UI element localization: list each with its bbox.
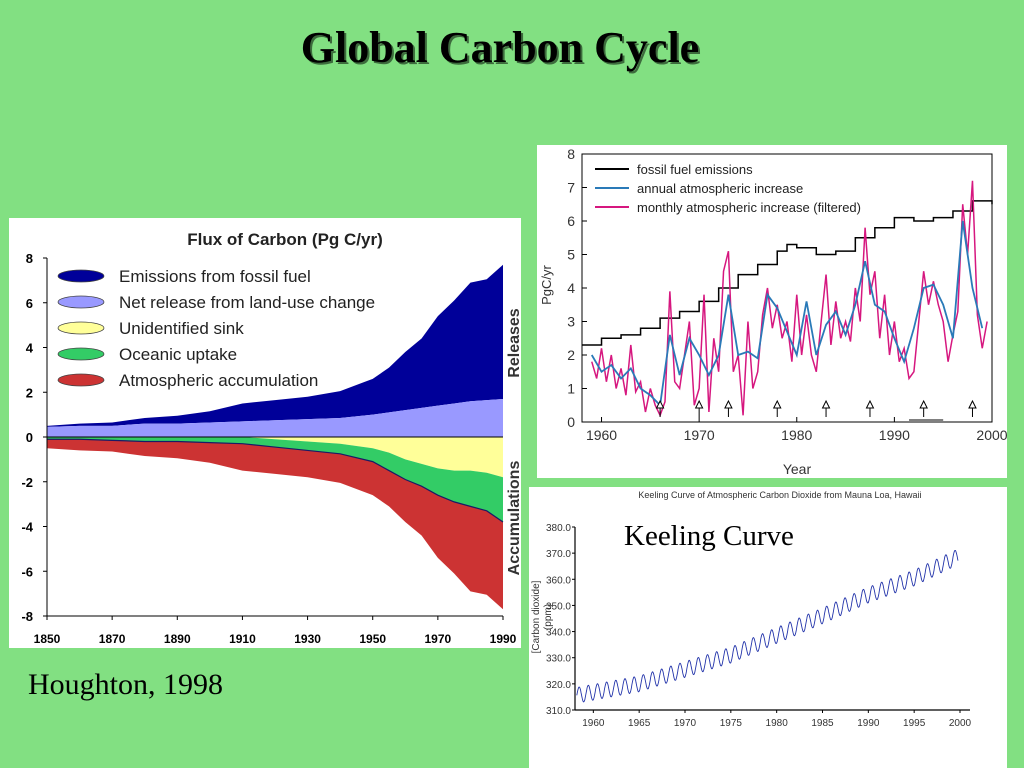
- legend-swatch: [57, 295, 105, 309]
- growth-y-tick-label: 6: [567, 213, 575, 229]
- flux-x-tick-label: 1910: [229, 632, 256, 646]
- legend-swatch: [57, 373, 105, 387]
- atmospheric-accumulation-area: [47, 439, 503, 610]
- flux-chart-title: Flux of Carbon (Pg C/yr): [187, 230, 383, 249]
- oceanic-uptake-area: [47, 437, 503, 523]
- flux-y-tick-label: 0: [26, 430, 33, 445]
- flux-x-tick-label: 1870: [99, 632, 126, 646]
- flux-x-tick-label: 1890: [164, 632, 191, 646]
- growth-y-tick-label: 4: [567, 280, 575, 296]
- keeling-chart: Keeling Curve of Atmospheric Carbon Diox…: [531, 490, 972, 729]
- legend-swatch: [57, 347, 105, 361]
- keeling-x-tick-label: 1960: [582, 718, 605, 729]
- legend-swatch: [57, 321, 105, 335]
- slide-title: Global Carbon Cycle: [300, 23, 700, 72]
- keeling-x-tick-label: 1995: [903, 718, 926, 729]
- keeling-y-tick-label: 350.0: [546, 601, 571, 612]
- flux-y-tick-label: -4: [21, 520, 33, 535]
- keeling-y-tick-label: 380.0: [546, 523, 571, 534]
- flux-y-tick-label: 4: [26, 341, 34, 356]
- fossil-fuel-emissions-line: [582, 200, 993, 346]
- growth-y-tick-label: 1: [567, 381, 575, 397]
- legend-label: Unidentified sink: [119, 319, 244, 338]
- growth-y-tick-label: 5: [567, 247, 575, 263]
- flux-x-tick-label: 1930: [294, 632, 321, 646]
- ocean-boundary-line: [47, 438, 504, 523]
- event-arrow-head: [724, 399, 733, 409]
- flux-y-tick-label: -8: [21, 609, 33, 624]
- land-use-area: [47, 398, 503, 437]
- growth-x-tick-label: 1990: [879, 427, 910, 443]
- flux-y-tick-label: -6: [21, 564, 33, 579]
- accumulations-label: Accumulations: [506, 461, 521, 576]
- event-arrow-head: [968, 399, 977, 409]
- keeling-y-tick-label: 320.0: [546, 680, 571, 691]
- growth-chart-panel: 0 1 2 3 4 5 6 7 8 1960 1970 1980 1990 2000 fossil fue…: [537, 145, 1007, 478]
- legend-label: Net release from land-use change: [119, 293, 375, 312]
- keeling-y-tick-label: 360.0: [546, 575, 571, 586]
- growth-y-tick-label: 7: [567, 180, 575, 196]
- flux-x-tick-label: 1970: [425, 632, 452, 646]
- growth-x-tick-label: 1960: [586, 427, 617, 443]
- flux-y-tick-label: 2: [26, 385, 33, 400]
- legend-label: Oceanic uptake: [119, 345, 237, 364]
- legend-label: Atmospheric accumulation: [119, 371, 318, 390]
- keeling-x-tick-label: 1970: [674, 718, 697, 729]
- flux-chart-panel: Flux of Carbon (Pg C/yr) 8 6 4 2 0 -2 -4 -6 -8 18…: [9, 218, 521, 648]
- growth-y-tick-label: 3: [567, 314, 575, 330]
- growth-y-tick-label: 2: [567, 347, 575, 363]
- unidentified-sink-area: [47, 437, 503, 478]
- growth-y-tick-label: 8: [567, 146, 575, 162]
- legend-label: Emissions from fossil fuel: [119, 267, 311, 286]
- keeling-x-tick-label: 1980: [766, 718, 789, 729]
- keeling-co2-line: [576, 549, 959, 703]
- keeling-caption: Keeling Curve: [624, 520, 794, 552]
- keeling-y-label: [Carbon dioxide]: [531, 580, 542, 653]
- flux-x-tick-label: 1990: [490, 632, 517, 646]
- flux-y-tick-label: 6: [26, 296, 33, 311]
- keeling-chart-title: Keeling Curve of Atmospheric Carbon Diox…: [638, 490, 921, 500]
- keeling-x-tick-label: 1965: [628, 718, 651, 729]
- growth-legend-label: monthly atmospheric increase (filtered): [637, 200, 861, 215]
- legend-swatch: [57, 269, 105, 283]
- flux-x-tick-label: 1850: [34, 632, 61, 646]
- keeling-x-tick-label: 1975: [720, 718, 743, 729]
- annual-increase-line: [590, 220, 984, 408]
- keeling-y-label-unit: (ppm): [543, 604, 554, 630]
- flux-y-tick-label: -2: [21, 475, 33, 490]
- keeling-y-tick-label: 340.0: [546, 628, 571, 639]
- growth-chart: 0 1 2 3 4 5 6 7 8 1960 1970 1980 1990 2000 fossil fue…: [539, 146, 1007, 477]
- flux-chart: Flux of Carbon (Pg C/yr) 86420-2-4-6-818…: [21, 230, 521, 646]
- event-arrow-head: [821, 399, 831, 409]
- event-arrow-head: [694, 399, 704, 409]
- releases-label: Releases: [506, 308, 521, 377]
- growth-x-tick-label: 1980: [781, 427, 812, 443]
- fossil-fuel-area: [47, 264, 503, 427]
- growth-x-tick-label: 2000: [976, 427, 1007, 443]
- event-arrow-head: [772, 399, 782, 409]
- keeling-x-tick-label: 2000: [949, 718, 972, 729]
- event-arrow-head: [919, 399, 928, 409]
- event-arrow-head: [655, 399, 665, 409]
- keeling-chart-panel: Keeling Curve of Atmospheric Carbon Diox…: [529, 487, 1007, 768]
- flux-x-tick-label: 1950: [359, 632, 386, 646]
- keeling-x-tick-label: 1990: [857, 718, 880, 729]
- growth-x-tick-label: 1970: [684, 427, 715, 443]
- growth-x-label: Year: [783, 461, 812, 477]
- flux-y-tick-label: 8: [26, 251, 33, 266]
- keeling-y-tick-label: 330.0: [546, 654, 571, 665]
- event-arrow-head: [865, 399, 875, 409]
- growth-legend-label: fossil fuel emissions: [637, 162, 753, 177]
- monthly-increase-line: [591, 180, 988, 418]
- keeling-y-tick-label: 310.0: [546, 706, 571, 717]
- growth-legend-label: annual atmospheric increase: [637, 181, 803, 196]
- keeling-x-tick-label: 1985: [811, 718, 834, 729]
- keeling-y-tick-label: 370.0: [546, 549, 571, 560]
- citation-caption: Houghton, 1998: [28, 668, 223, 701]
- growth-y-label: PgC/yr: [539, 264, 554, 304]
- growth-y-tick-label: 0: [567, 414, 575, 430]
